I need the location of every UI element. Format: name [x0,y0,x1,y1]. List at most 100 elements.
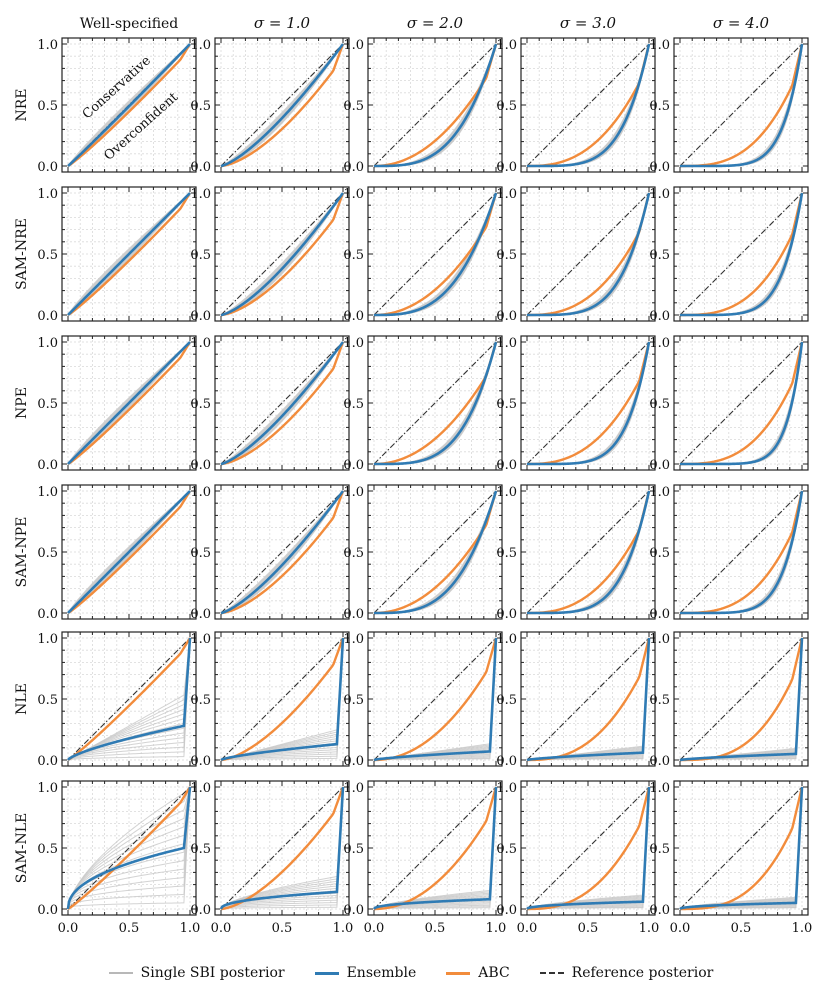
y-tick-label: 0.0 [37,754,58,769]
y-tick-label: 1.0 [343,781,364,796]
legend-label-ensemble: Ensemble [346,965,417,981]
y-tick-label: 0.5 [343,693,364,708]
y-tick-label: 1.0 [343,187,364,202]
y-tick-label: 0.0 [649,309,670,324]
ensemble-line [526,786,651,910]
reference-line [373,192,497,316]
ensemble-line [527,43,651,168]
single-sbi-line [67,786,191,910]
y-tick-label: 0.0 [496,754,517,769]
x-tick-label: 0.5 [425,921,446,936]
y-tick-label: 0.5 [649,693,670,708]
x-tick-label: 0.0 [364,921,385,936]
abc-line [67,192,192,317]
single-sbi-line [67,786,191,910]
y-tick-label: 1.0 [343,336,364,351]
y-tick-label: 0.0 [190,458,211,473]
abc-line [220,637,345,762]
y-tick-label: 0.5 [649,842,670,857]
single-sbi-line [220,637,344,761]
y-tick-label: 0.0 [649,607,670,622]
y-tick-label: 1.0 [649,336,670,351]
x-tick-label: 1.0 [180,921,201,936]
y-tick-label: 0.0 [496,607,517,622]
ensemble-line [219,786,345,910]
y-tick-label: 0.5 [343,99,364,114]
y-tick-label: 0.0 [190,607,211,622]
legend: Single SBI posterior Ensemble ABC Refere… [0,958,822,988]
y-tick-label: 0.0 [496,903,517,918]
panel: 0.0 0.5 1.0 [496,335,656,473]
reference-line [220,786,344,910]
column-title: σ = 1.0 [254,14,311,32]
ensemble-line [680,490,804,615]
y-tick-label: 1.0 [649,485,670,500]
reference-line [373,786,497,910]
x-tick-label: 1.0 [486,921,507,936]
ensemble-line [66,786,192,910]
y-tick-label: 0.0 [649,754,670,769]
ensemble-line [679,786,804,911]
x-tick-label: 0.5 [119,921,140,936]
y-tick-label: 1.0 [37,632,58,647]
reference-line [679,637,803,761]
single-sbi-line [67,786,191,910]
y-tick-label: 0.0 [37,607,58,622]
x-tick-label: 0.5 [272,921,293,936]
y-tick-label: 0.5 [37,397,58,412]
ensemble-line [680,341,804,466]
reference-line [526,786,650,910]
y-tick-label: 0.5 [649,248,670,263]
row-label: NPE [14,387,30,419]
y-tick-label: 0.5 [190,248,211,263]
ensemble-line [679,637,804,762]
ensemble-line [220,490,345,615]
x-tick-label: 0.0 [517,921,538,936]
y-tick-label: 1.0 [37,781,58,796]
y-tick-label: 0.0 [343,607,364,622]
ensemble-line [67,637,192,761]
row-label: SAM-NRE [14,218,30,290]
single-sbi-line [67,637,191,761]
y-tick-label: 0.0 [343,160,364,175]
ensemble-line [373,786,498,910]
panel: 0.0 0.5 1.0 [343,335,503,473]
x-tick-label: 1.0 [639,921,660,936]
ensemble-line [220,43,345,168]
y-tick-label: 1.0 [37,336,58,351]
y-tick-label: 0.0 [496,309,517,324]
y-tick-label: 0.0 [343,903,364,918]
reference-line [220,341,344,465]
y-tick-label: 0.0 [649,160,670,175]
ensemble-line [526,637,651,762]
y-tick-label: 0.5 [37,99,58,114]
y-tick-label: 1.0 [190,781,211,796]
y-tick-label: 0.0 [37,160,58,175]
single-sbi-line [373,786,497,910]
y-tick-label: 1.0 [343,485,364,500]
y-tick-label: 1.0 [649,632,670,647]
ensemble-line [220,341,345,466]
abc-line [680,786,804,911]
ensemble-line [67,192,191,316]
y-tick-label: 1.0 [37,485,58,500]
reference-line [526,637,650,761]
single-sbi-line [67,786,191,910]
single-sbi-line [373,786,497,910]
panel: 0.0 0.5 1.0 [496,484,656,622]
abc-line [373,341,498,466]
x-tick-label: 0.0 [211,921,232,936]
single-sbi-line [220,786,344,910]
y-tick-label: 1.0 [343,38,364,53]
single-sbi-line [220,43,344,167]
y-tick-label: 0.5 [190,99,211,114]
single-sbi-line [220,786,344,910]
ensemble-line [373,637,498,762]
reference-line [679,341,803,465]
y-tick-label: 0.0 [649,458,670,473]
y-tick-label: 0.5 [37,546,58,561]
panel: 0.0 0.5 1.0 [343,484,503,622]
single-sbi-line [67,637,191,761]
x-tick-label: 1.0 [792,921,813,936]
y-tick-label: 1.0 [37,38,58,53]
